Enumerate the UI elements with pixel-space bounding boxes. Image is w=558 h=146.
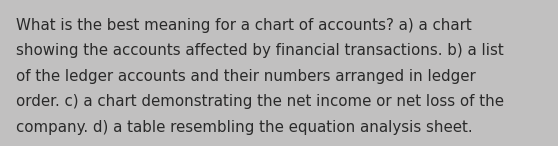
Text: company. d) a table resembling the equation analysis sheet.: company. d) a table resembling the equat… [16, 120, 472, 135]
Text: of the ledger accounts and their numbers arranged in ledger: of the ledger accounts and their numbers… [16, 69, 475, 84]
Text: showing the accounts affected by financial transactions. b) a list: showing the accounts affected by financi… [16, 43, 503, 58]
Text: order. c) a chart demonstrating the net income or net loss of the: order. c) a chart demonstrating the net … [16, 94, 504, 109]
Text: What is the best meaning for a chart of accounts? a) a chart: What is the best meaning for a chart of … [16, 18, 472, 33]
